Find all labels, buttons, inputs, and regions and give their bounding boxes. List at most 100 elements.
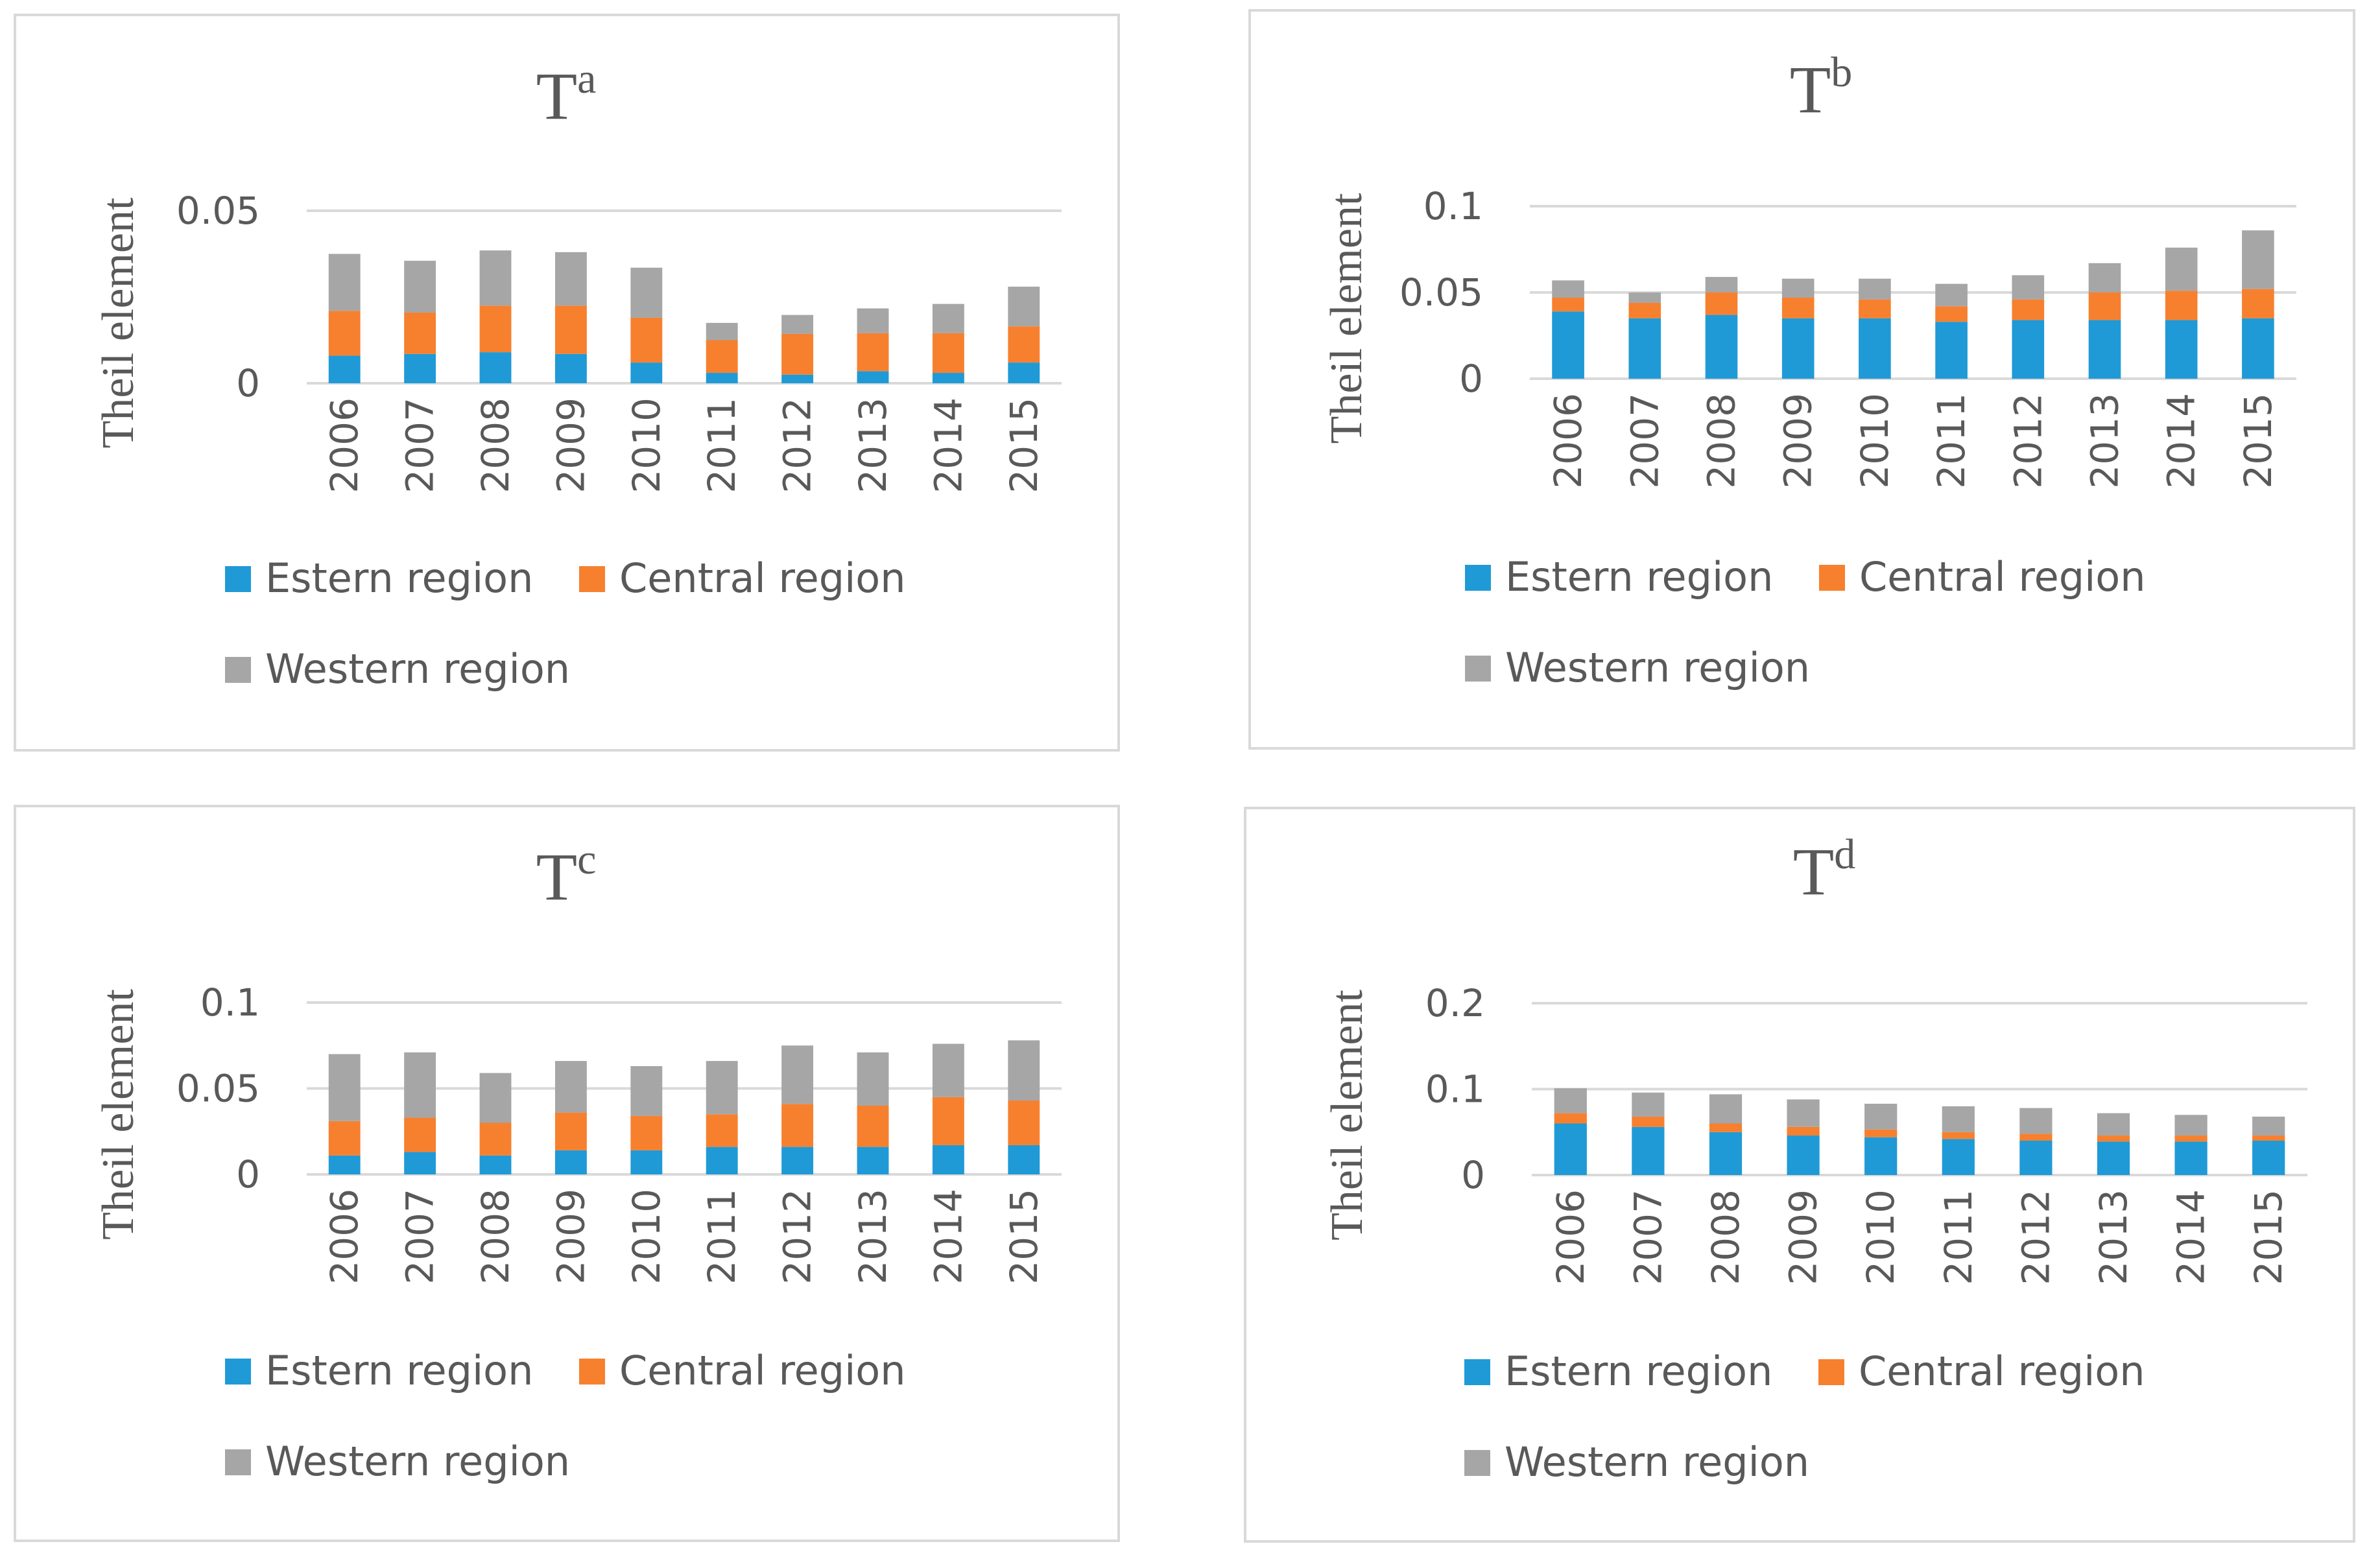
chart-title-superscript: b	[1831, 49, 1852, 96]
y-tick-label: 0	[1461, 1153, 1485, 1197]
x-tick-label: 2009	[549, 398, 593, 493]
x-tick-label: 2010	[1859, 1189, 1903, 1285]
bar-central-region-2011	[1935, 306, 1968, 322]
chart-panel-tc: Tc Theil element 0 0.05 0.1 2006 2007 2008 2009 2…	[14, 805, 1120, 1542]
legend-swatch	[579, 566, 605, 592]
bar-western-region-2006	[1552, 280, 1584, 298]
bar-estern-region-2007	[1632, 1126, 1665, 1175]
bar-western-region-2007	[1628, 292, 1661, 303]
bar-central-region-2008	[479, 305, 512, 353]
bar-western-region-2008	[1705, 277, 1738, 292]
bar-central-region-2009	[1787, 1126, 1820, 1136]
bar-estern-region-2009	[554, 353, 587, 383]
bar-estern-region-2013	[857, 371, 889, 383]
bar-central-region-2012	[781, 333, 814, 375]
x-tick-label: 2012	[776, 398, 820, 493]
y-tick-label: 0	[236, 361, 260, 405]
bar-estern-region-2015	[2252, 1141, 2285, 1175]
bar-estern-region-2012	[2019, 1141, 2053, 1175]
chart-title: Ta	[536, 55, 597, 134]
bar-central-region-2007	[404, 1117, 436, 1152]
bar-western-region-2014	[2165, 247, 2198, 291]
chart-title-superscript: c	[577, 836, 596, 883]
bar-western-region-2010	[630, 1066, 663, 1116]
bar-estern-region-2013	[857, 1147, 889, 1174]
bar-central-region-2013	[2097, 1135, 2130, 1142]
bar-western-region-2011	[1935, 283, 1968, 307]
bar-estern-region-2008	[1709, 1132, 1743, 1175]
bar-western-region-2014	[2174, 1115, 2207, 1136]
bar-western-region-2008	[479, 1073, 512, 1123]
legend-swatch	[225, 657, 251, 683]
x-tick-label: 2011	[1929, 393, 1973, 489]
bar-western-region-2008	[1709, 1094, 1743, 1124]
x-tick-label: 2009	[1776, 393, 1820, 489]
chart-panel-ta: Ta Theil element 0 0.05 2006 2007 2008 2009 2010…	[14, 14, 1120, 752]
bar-western-region-2009	[1781, 278, 1815, 298]
x-tick-label: 2007	[398, 398, 442, 493]
chart-td: Td Theil element 0 0.1 0.2 2006 2007 2008 2009 20…	[1322, 831, 2307, 1486]
bar-estern-region-2010	[630, 363, 663, 383]
x-tick-label: 2007	[1626, 1189, 1670, 1285]
legend-swatch	[1465, 656, 1491, 682]
bar-estern-region-2014	[2174, 1141, 2207, 1175]
bar-central-region-2015	[1008, 326, 1040, 363]
bar-western-region-2010	[1864, 1104, 1898, 1130]
bar-estern-region-2011	[706, 1147, 738, 1174]
legend-swatch	[1819, 565, 1845, 591]
bar-central-region-2012	[2019, 1134, 2053, 1141]
bar-western-region-2009	[1787, 1099, 1820, 1127]
bar-estern-region-2011	[1942, 1139, 1975, 1175]
y-tick-label: 0	[1459, 357, 1483, 401]
legend-label: Estern region	[1505, 553, 1773, 600]
legend-label: Central region	[619, 554, 906, 602]
legend-swatch	[579, 1359, 605, 1385]
bar-western-region-2012	[781, 1045, 814, 1104]
legend-label: Central region	[1859, 553, 2146, 600]
bar-central-region-2014	[932, 1097, 964, 1145]
x-tick-label: 2011	[700, 1189, 744, 1285]
bar-central-region-2006	[1554, 1113, 1587, 1124]
bar-western-region-2012	[781, 315, 814, 334]
bar-western-region-2015	[2242, 230, 2274, 289]
bar-western-region-2009	[554, 1061, 587, 1113]
bar-estern-region-2008	[479, 352, 512, 383]
y-axis-label: Theil element	[1322, 990, 1372, 1241]
bar-estern-region-2015	[2242, 318, 2274, 379]
bar-estern-region-2014	[932, 1145, 964, 1174]
bar-central-region-2012	[2012, 299, 2045, 320]
bar-estern-region-2012	[781, 1147, 814, 1174]
bar-estern-region-2015	[1008, 363, 1040, 383]
y-tick-label: 0.1	[1425, 1067, 1485, 1111]
bar-central-region-2012	[781, 1104, 814, 1147]
bar-central-region-2010	[630, 1115, 663, 1150]
bar-western-region-2007	[404, 261, 436, 313]
chart-tb: Tb Theil element 0 0.05 0.1 2006 2007 2008 2009 2…	[1322, 49, 2296, 691]
bar-western-region-2006	[1554, 1088, 1587, 1113]
bar-central-region-2011	[1942, 1132, 1975, 1139]
bar-central-region-2006	[328, 1121, 361, 1156]
bar-western-region-2012	[2019, 1108, 2053, 1134]
x-tick-label: 2015	[2236, 393, 2280, 489]
x-tick-label: 2012	[2014, 1189, 2058, 1285]
bar-central-region-2006	[328, 311, 361, 356]
bar-central-region-2010	[630, 317, 663, 363]
bar-central-region-2008	[479, 1123, 512, 1156]
bar-central-region-2011	[706, 340, 738, 374]
bar-western-region-2013	[857, 1052, 889, 1106]
bar-western-region-2007	[1632, 1092, 1665, 1117]
x-tick-label: 2014	[926, 1189, 970, 1285]
bar-central-region-2010	[1864, 1129, 1898, 1137]
x-tick-label: 2013	[851, 1189, 895, 1285]
bar-central-region-2013	[2088, 292, 2121, 320]
bar-estern-region-2010	[1859, 318, 1891, 379]
legend-label: Western region	[1505, 644, 1810, 691]
bar-western-region-2011	[706, 1061, 738, 1115]
y-tick-label: 0.05	[1399, 270, 1483, 315]
bar-central-region-2007	[1632, 1116, 1665, 1127]
chart-tc: Tc Theil element 0 0.05 0.1 2006 2007 2008 2009 2…	[93, 836, 1062, 1485]
bar-estern-region-2007	[404, 1152, 436, 1174]
x-tick-label: 2010	[1853, 393, 1897, 489]
bar-estern-region-2009	[1781, 318, 1815, 379]
bar-western-region-2013	[2097, 1113, 2130, 1136]
